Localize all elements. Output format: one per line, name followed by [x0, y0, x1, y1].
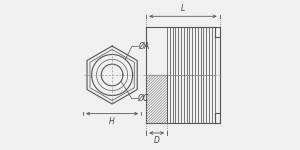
Text: D: D — [154, 136, 160, 145]
Text: L: L — [181, 4, 185, 13]
Text: ØC: ØC — [138, 94, 149, 103]
Text: ØA: ØA — [138, 42, 150, 51]
Text: H: H — [109, 117, 115, 126]
